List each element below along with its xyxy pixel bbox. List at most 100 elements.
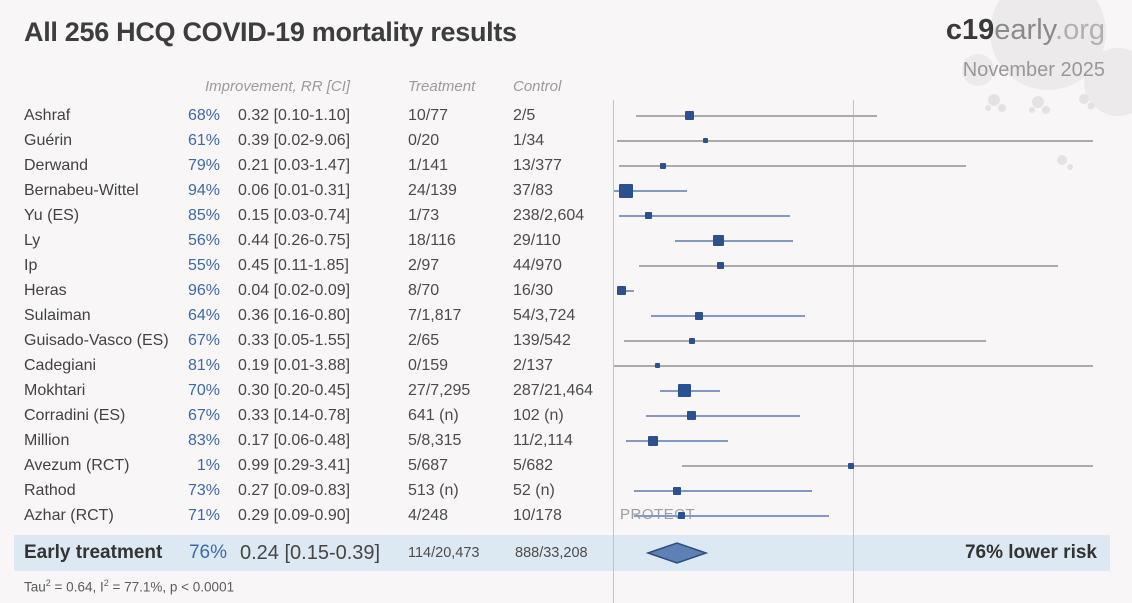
study-treatment-count: 8/70 <box>408 282 440 299</box>
study-name: Rathod <box>24 482 76 499</box>
effect-size-square <box>678 512 686 519</box>
study-control-count: 16/30 <box>513 282 554 299</box>
study-improvement[interactable]: 56% <box>187 232 220 249</box>
study-treatment-count: 2/97 <box>408 257 440 274</box>
confidence-interval-line <box>619 164 967 167</box>
study-name: Corradini (ES) <box>24 407 126 424</box>
study-name: Avezum (RCT) <box>24 457 130 474</box>
column-header-treatment: Treatment <box>408 78 476 95</box>
study-rr-ci: 0.19 [0.01-3.88] <box>238 357 351 374</box>
study-rr-ci: 0.99 [0.29-3.41] <box>238 457 351 474</box>
confidence-interval-line <box>674 239 793 242</box>
study-control-count: 44/970 <box>513 257 562 274</box>
study-improvement[interactable]: 61% <box>187 132 220 149</box>
effect-size-square <box>655 363 661 368</box>
study-rr-ci: 0.30 [0.20-0.45] <box>238 382 351 399</box>
heterogeneity-footnote: Tau2 = 0.64, I2 = 77.1%, p < 0.0001 <box>24 578 234 595</box>
logo-org: .org <box>1055 14 1105 46</box>
effect-size-square <box>677 384 691 397</box>
confidence-interval-line <box>619 214 791 217</box>
study-rr-ci: 0.27 [0.09-0.83] <box>238 482 351 499</box>
study-treatment-count: 10/77 <box>408 107 449 124</box>
study-control-count: 102 (n) <box>513 407 564 424</box>
study-rr-ci: 0.45 [0.11-1.85] <box>238 257 349 274</box>
study-control-count: 13/377 <box>513 157 562 174</box>
study-control-count: 52 (n) <box>513 482 555 499</box>
study-treatment-count: 5/687 <box>408 457 449 474</box>
study-improvement[interactable]: 94% <box>187 182 220 199</box>
site-logo[interactable]: c19early.org <box>946 14 1105 47</box>
study-name: Azhar (RCT) <box>24 507 114 524</box>
study-treatment-count: 513 (n) <box>408 482 459 499</box>
study-treatment-count: 1/73 <box>408 207 440 224</box>
rr-1-reference-line <box>853 100 854 603</box>
study-improvement[interactable]: 67% <box>187 407 220 424</box>
study-treatment-count: 1/141 <box>408 157 449 174</box>
summary-diamond <box>645 542 709 569</box>
logo-early: early <box>994 14 1056 46</box>
summary-improvement[interactable]: 76% <box>188 542 227 563</box>
study-improvement[interactable]: 73% <box>187 482 220 499</box>
study-improvement[interactable]: 55% <box>187 257 220 274</box>
study-treatment-count: 2/65 <box>408 332 440 349</box>
study-treatment-count: 5/8,315 <box>408 432 462 449</box>
study-improvement[interactable]: 64% <box>187 307 220 324</box>
study-treatment-count: 24/139 <box>408 182 457 199</box>
study-treatment-count: 27/7,295 <box>408 382 471 399</box>
study-improvement[interactable]: 96% <box>187 282 220 299</box>
study-control-count: 54/3,724 <box>513 307 576 324</box>
column-header-improvement: Improvement, RR [CI] <box>205 78 351 95</box>
study-control-count: 287/21,464 <box>513 382 594 399</box>
effect-size-square <box>688 337 695 344</box>
study-name: Million <box>24 432 70 449</box>
study-improvement[interactable]: 1% <box>196 457 220 474</box>
study-control-count: 1/34 <box>513 132 545 149</box>
confidence-interval-line <box>626 439 728 442</box>
effect-size-square <box>617 286 627 295</box>
study-control-count: 5/682 <box>513 457 554 474</box>
confidence-interval-line <box>636 114 878 117</box>
tau-sup: 2 <box>45 578 51 588</box>
study-improvement[interactable]: 81% <box>187 357 220 374</box>
study-control-count: 10/178 <box>513 507 562 524</box>
study-rr-ci: 0.32 [0.10-1.10] <box>238 107 351 124</box>
study-improvement[interactable]: 83% <box>187 432 220 449</box>
i2-sup: 2 <box>103 578 109 588</box>
study-improvement[interactable]: 71% <box>187 507 220 524</box>
report-date: November 2025 <box>962 59 1105 81</box>
study-treatment-count: 0/20 <box>408 132 440 149</box>
effect-size-square <box>647 435 658 446</box>
study-name: Yu (ES) <box>24 207 80 224</box>
summary-name: Early treatment <box>24 542 163 563</box>
confidence-interval-line <box>650 314 805 317</box>
confidence-interval-line <box>614 364 1093 367</box>
effect-size-square <box>673 486 682 495</box>
column-header-control: Control <box>513 78 562 95</box>
study-control-count: 2/5 <box>513 107 536 124</box>
study-name: Guérin <box>24 132 73 149</box>
study-improvement[interactable]: 68% <box>187 107 220 124</box>
confidence-interval-line <box>645 414 800 417</box>
study-improvement[interactable]: 85% <box>187 207 220 224</box>
study-rr-ci: 0.06 [0.01-0.31] <box>238 182 351 199</box>
footnote-mid: = 0.64, I <box>50 579 104 595</box>
confidence-interval-line <box>638 264 1058 267</box>
effect-size-square <box>712 235 724 246</box>
study-improvement[interactable]: 79% <box>187 157 220 174</box>
study-rr-ci: 0.33 [0.05-1.55] <box>238 332 351 349</box>
footnote-suffix: = 77.1%, p < 0.0001 <box>108 579 235 595</box>
page-title: All 256 HCQ COVID-19 mortality results <box>24 17 517 47</box>
study-rr-ci: 0.04 [0.02-0.09] <box>238 282 351 299</box>
study-control-count: 139/542 <box>513 332 571 349</box>
study-improvement[interactable]: 70% <box>187 382 220 399</box>
effect-size-square <box>619 183 634 198</box>
confidence-interval-line <box>633 514 829 517</box>
study-name: Heras <box>24 282 67 299</box>
effect-size-square <box>694 311 703 320</box>
study-improvement[interactable]: 67% <box>187 332 220 349</box>
study-control-count: 29/110 <box>513 232 561 249</box>
confidence-interval-line <box>616 139 1093 142</box>
effect-size-square <box>659 162 666 169</box>
tau-label: Tau <box>24 579 46 595</box>
